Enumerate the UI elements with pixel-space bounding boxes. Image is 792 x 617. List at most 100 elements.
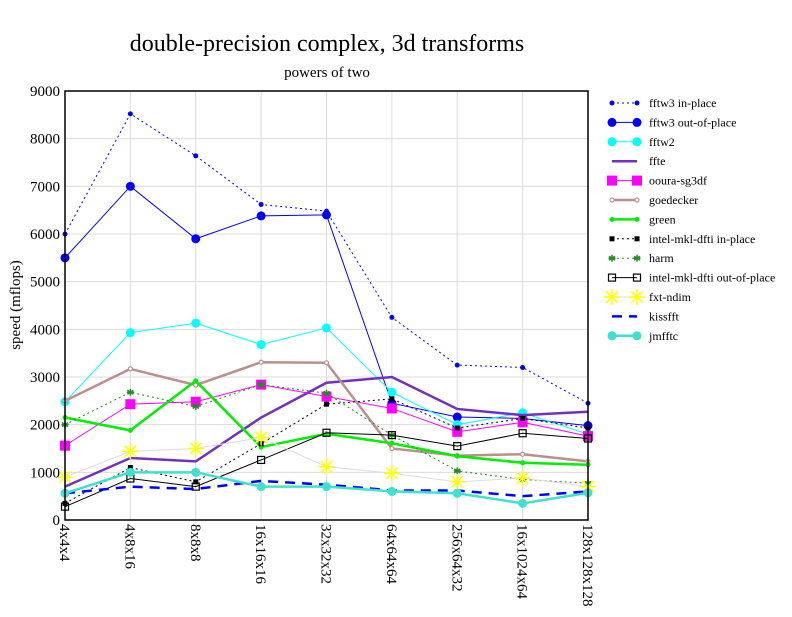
data-point	[608, 254, 616, 262]
legend-item: ffte	[612, 154, 665, 168]
data-point	[127, 465, 133, 471]
data-point	[454, 453, 460, 459]
x-tick-label: 16x1024x64	[514, 524, 530, 600]
legend-label: fxt-ndim	[649, 290, 692, 304]
y-tick-label: 9000	[30, 84, 60, 100]
legend-item: intel-mkl-dfti in-place	[609, 232, 755, 246]
data-point	[632, 175, 642, 186]
data-point	[322, 428, 331, 437]
legend-label: intel-mkl-dfti in-place	[649, 232, 755, 246]
legend-label: ooura-sg3df	[649, 174, 707, 188]
y-axis-label: speed (mflops)	[8, 260, 24, 350]
data-point	[389, 396, 395, 402]
data-point	[323, 360, 330, 366]
data-point	[453, 442, 462, 451]
data-point	[453, 467, 461, 475]
x-tick-label: 64x64x64	[383, 524, 399, 585]
data-point	[389, 445, 395, 452]
data-point	[387, 431, 396, 440]
x-tick-label: 8x8x8	[187, 524, 203, 562]
data-point	[452, 426, 463, 437]
data-point	[125, 467, 135, 477]
legend-item: fxt-ndim	[604, 289, 692, 305]
data-point	[125, 399, 136, 410]
x-tick-label: 4x8x16	[121, 524, 137, 570]
legend-item: jmfftc	[607, 329, 678, 343]
data-point	[257, 381, 265, 389]
data-point	[632, 117, 642, 127]
data-point	[253, 429, 270, 446]
data-point	[607, 273, 617, 282]
series-jmfftc	[60, 467, 593, 508]
series-goedecker	[62, 359, 591, 464]
legend-item: fftw3 in-place	[609, 96, 716, 110]
x-tick-label: 256x64x32	[448, 524, 464, 592]
series-layer	[57, 111, 596, 511]
data-point	[607, 137, 617, 147]
data-point	[322, 482, 331, 492]
data-point	[518, 429, 527, 438]
data-point	[256, 482, 266, 492]
x-tick-label: 16x16x16	[252, 524, 268, 585]
data-point	[609, 216, 615, 222]
data-point	[520, 451, 526, 457]
y-tick-label: 2000	[30, 418, 60, 434]
data-point	[634, 100, 640, 106]
data-point	[632, 331, 642, 341]
data-point	[609, 236, 615, 242]
data-point	[634, 197, 640, 203]
x-tick-label: 4x4x4	[56, 524, 72, 562]
legend-label: kissfft	[649, 309, 679, 323]
data-point	[634, 236, 640, 242]
data-point	[452, 488, 462, 498]
data-point	[257, 455, 266, 465]
chart-title: double-precision complex, 3d transforms	[130, 31, 525, 57]
data-point	[632, 137, 642, 147]
y-tick-label: 0	[53, 513, 61, 529]
data-point	[520, 460, 526, 466]
legend-item: fftw3 out-of-place	[607, 115, 736, 129]
data-point	[520, 364, 526, 370]
y-tick-label: 5000	[30, 275, 60, 291]
data-point	[389, 314, 395, 320]
data-point	[187, 440, 204, 457]
data-point	[387, 486, 397, 496]
data-point	[609, 197, 615, 203]
data-point	[607, 175, 617, 186]
plot-frame	[64, 90, 589, 521]
y-tick-label: 4000	[30, 322, 60, 338]
legend-label: jmfftc	[648, 329, 678, 343]
data-point	[386, 403, 397, 414]
data-point	[454, 362, 460, 368]
data-point	[633, 254, 641, 262]
data-point	[126, 388, 134, 396]
data-point	[192, 403, 200, 411]
series-line	[64, 432, 589, 508]
data-point	[607, 331, 617, 341]
data-point	[127, 427, 133, 433]
data-point	[632, 273, 642, 282]
data-point	[125, 328, 135, 338]
data-point	[389, 440, 395, 446]
data-point	[193, 378, 199, 384]
data-point	[190, 396, 201, 407]
x-tick-label: 32x32x32	[318, 524, 334, 584]
data-point	[449, 473, 466, 490]
data-point	[256, 211, 266, 221]
data-point	[520, 415, 526, 421]
data-point	[191, 482, 200, 491]
legend: fftw3 in-place fftw3 out-of-place fftw2 fft…	[604, 96, 775, 343]
legend-item: ooura-sg3df	[607, 174, 707, 188]
data-point	[256, 340, 266, 350]
data-point	[258, 359, 264, 365]
data-point	[122, 443, 139, 460]
data-point	[127, 366, 133, 372]
data-point	[127, 111, 133, 117]
legend-label: fftw3 out-of-place	[649, 115, 736, 129]
data-point	[604, 289, 620, 305]
y-tick-label: 8000	[30, 132, 60, 148]
y-tick-label: 6000	[30, 227, 60, 243]
data-point	[323, 389, 330, 397]
legend-item: kissfft	[612, 309, 679, 323]
legend-label: fftw2	[649, 135, 675, 149]
